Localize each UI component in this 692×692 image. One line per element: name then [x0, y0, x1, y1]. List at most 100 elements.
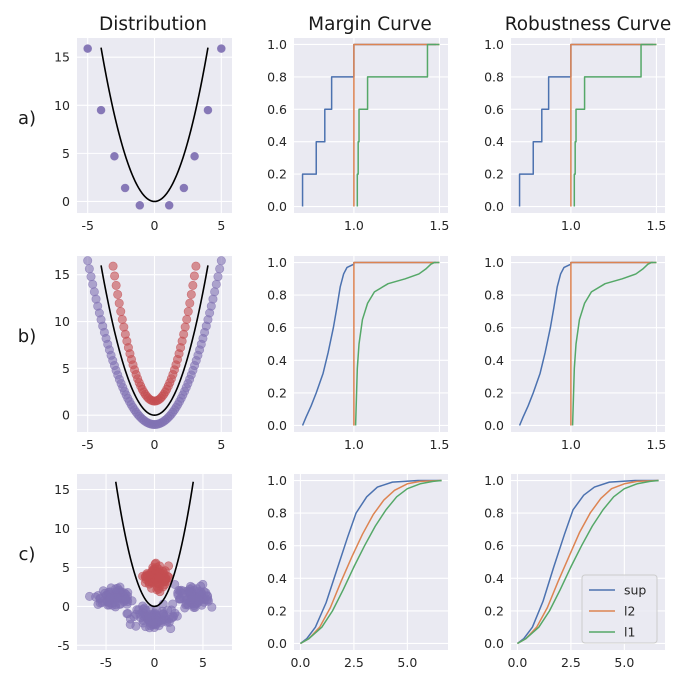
x-tick-label: 1.0	[561, 437, 581, 452]
scatter-point	[143, 611, 153, 621]
scatter-point	[185, 298, 195, 308]
y-tick-label: 0.4	[484, 134, 504, 149]
x-tick-label: 5	[217, 218, 225, 233]
y-tick-label: 1.0	[267, 473, 287, 488]
panel-c-margin: 0.0 2.5 5.0 0.0 0.2 0.4 0.6 0.8 1.0	[267, 473, 448, 670]
y-tick-label: 0.2	[484, 167, 504, 182]
scatter-point	[211, 279, 221, 289]
row-label-a: a)	[18, 108, 36, 129]
x-tick-label: -5	[81, 218, 93, 233]
x-tick-label: 5.0	[397, 655, 417, 670]
scatter-point	[89, 287, 99, 297]
x-tick-label: 0.0	[290, 655, 310, 670]
plot-marks	[299, 479, 442, 645]
scatter-point	[189, 271, 199, 281]
legend: sup l2 l1	[581, 574, 658, 644]
series-line-l2	[353, 43, 440, 207]
series-line-l2	[570, 43, 657, 207]
y-tick-label: 0	[62, 599, 70, 614]
series-line-l1	[354, 261, 440, 426]
scatter-point	[135, 201, 145, 210]
column-title-distribution: Distribution	[99, 14, 207, 35]
plot-marks	[83, 256, 226, 430]
y-tick-label: 10	[54, 98, 70, 113]
scatter-point	[120, 183, 130, 193]
scatter-point	[188, 280, 198, 290]
scatter-point	[156, 618, 166, 628]
y-tick-label: 0.8	[484, 288, 504, 303]
x-tick-label: 5	[199, 655, 207, 670]
scatter-point	[117, 314, 127, 324]
y-tick-label: 0.0	[267, 418, 287, 433]
scatter-point	[203, 594, 213, 604]
scatter-point	[210, 287, 220, 297]
y-tick-label: 1.0	[267, 255, 287, 270]
legend-label-l2: l2	[624, 604, 635, 619]
x-tick-label: 0.0	[507, 655, 527, 670]
x-tick-label: 1.5	[646, 218, 666, 233]
y-tick-label: 15	[54, 267, 70, 282]
scatter-point	[110, 151, 119, 161]
y-tick-label: 0.6	[267, 102, 287, 117]
scatter-point	[96, 105, 106, 115]
y-tick-label: 0.6	[267, 538, 287, 553]
x-tick-label: 1.5	[646, 437, 666, 452]
scatter-point	[113, 289, 123, 299]
decision-boundary-curve	[100, 47, 209, 203]
y-tick-label: 0.0	[267, 636, 287, 651]
decision-boundary-curve	[114, 481, 195, 608]
panel-b-dist: -5 0 5 0 5 10 15	[54, 256, 232, 452]
y-tick-label: 1.0	[484, 37, 504, 52]
scatter-point	[88, 279, 98, 289]
plot-area	[511, 38, 665, 213]
scatter-point	[111, 280, 121, 290]
series-line-sup	[301, 261, 437, 426]
panel-c-dist: -5 0 5 -5 0 5 10 15	[54, 474, 232, 670]
scatter-point	[116, 307, 126, 317]
series-line-l1	[300, 479, 442, 645]
row-label-b: b)	[18, 326, 36, 347]
plot-marks	[83, 44, 226, 210]
scatter-point	[166, 624, 176, 634]
series-line-l1	[517, 479, 659, 645]
y-tick-label: 10	[54, 521, 70, 536]
y-tick-label: 0.4	[484, 571, 504, 586]
y-tick-label: 0.6	[484, 320, 504, 335]
y-tick-label: 1.0	[484, 255, 504, 270]
x-tick-label: 5.0	[614, 655, 634, 670]
scatter-point	[182, 314, 192, 324]
series-line-sup	[516, 479, 659, 645]
scatter-point	[119, 322, 129, 332]
y-tick-label: 0.6	[267, 320, 287, 335]
y-tick-label: 0.2	[267, 603, 287, 618]
scatter-point	[190, 151, 199, 161]
scatter-point	[160, 580, 170, 590]
y-tick-label: 0.2	[484, 603, 504, 618]
y-tick-label: 0	[62, 194, 70, 209]
y-tick-label: 0.4	[267, 571, 287, 586]
y-tick-label: 0.0	[484, 199, 504, 214]
y-tick-label: 0	[62, 408, 70, 423]
y-tick-label: 0.4	[267, 353, 287, 368]
scatter-point	[86, 272, 96, 282]
plot-marks	[301, 43, 440, 207]
column-title-margin-curve: Margin Curve	[308, 14, 432, 35]
series-line-sup	[518, 261, 654, 426]
scatter-point	[203, 105, 213, 115]
y-tick-label: 0.8	[267, 288, 287, 303]
scatter-point	[180, 603, 190, 613]
scatter-point	[216, 256, 226, 266]
plot-area	[294, 38, 448, 213]
scatter-point	[84, 264, 94, 274]
plot-area	[294, 474, 448, 650]
scatter-point	[191, 261, 201, 271]
scatter-point	[135, 609, 145, 619]
y-tick-label: 0.8	[484, 506, 504, 521]
x-tick-label: 1.0	[344, 218, 364, 233]
scatter-point	[105, 592, 115, 602]
scatter-point	[170, 608, 180, 618]
plot-area	[511, 256, 665, 432]
x-tick-label: 2.5	[561, 655, 581, 670]
